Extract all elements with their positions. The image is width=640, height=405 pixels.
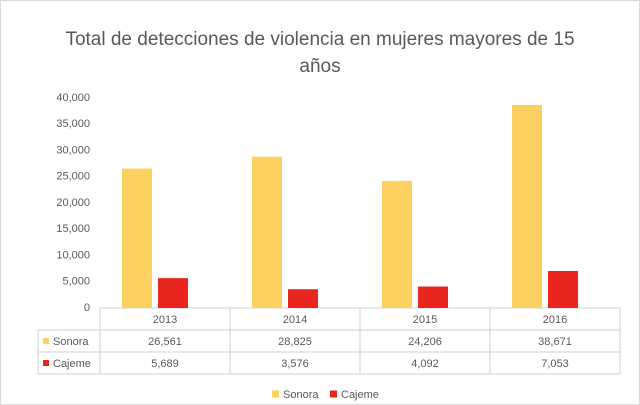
y-tick-label: 30,000 — [56, 144, 90, 156]
table-legend-key — [43, 360, 49, 366]
bar — [122, 168, 152, 308]
table-cell: 7,053 — [541, 358, 569, 370]
table-cell: 4,092 — [411, 358, 439, 370]
y-tick-label: 20,000 — [56, 197, 90, 209]
y-tick-label: 15,000 — [56, 223, 90, 235]
bar — [382, 180, 412, 308]
chart-title: Total de detecciones de violencia en muj… — [65, 29, 575, 77]
table-series-name: Cajeme — [53, 358, 91, 370]
table-cell: 3,576 — [281, 358, 309, 370]
legend-label: Sonora — [283, 389, 319, 401]
y-tick-label: 35,000 — [56, 118, 90, 130]
y-tick-label: 40,000 — [56, 92, 90, 104]
bar — [512, 104, 542, 308]
y-tick-label: 10,000 — [56, 249, 90, 261]
x-tick-label: 2013 — [153, 314, 177, 326]
table-cell: 24,206 — [408, 336, 442, 348]
x-tick-label: 2016 — [543, 314, 567, 326]
bar — [548, 270, 578, 308]
legend-key — [272, 390, 279, 398]
x-tick-label: 2014 — [283, 314, 307, 326]
table-cell: 26,561 — [148, 336, 182, 348]
table-series-name: Sonora — [53, 336, 89, 348]
bar — [252, 156, 282, 308]
y-tick-label: 0 — [84, 302, 90, 314]
bar — [288, 289, 318, 308]
table-legend-key — [43, 338, 49, 344]
table-cell: 5,689 — [151, 358, 179, 370]
x-tick-label: 2015 — [413, 314, 437, 326]
legend-label: Cajeme — [341, 389, 379, 401]
legend-key — [330, 390, 337, 398]
y-tick-label: 5,000 — [62, 276, 90, 288]
table-cell: 28,825 — [278, 336, 312, 348]
bar — [158, 278, 188, 308]
bar — [418, 286, 448, 308]
table-cell: 38,671 — [538, 336, 572, 348]
y-tick-label: 25,000 — [56, 171, 90, 183]
